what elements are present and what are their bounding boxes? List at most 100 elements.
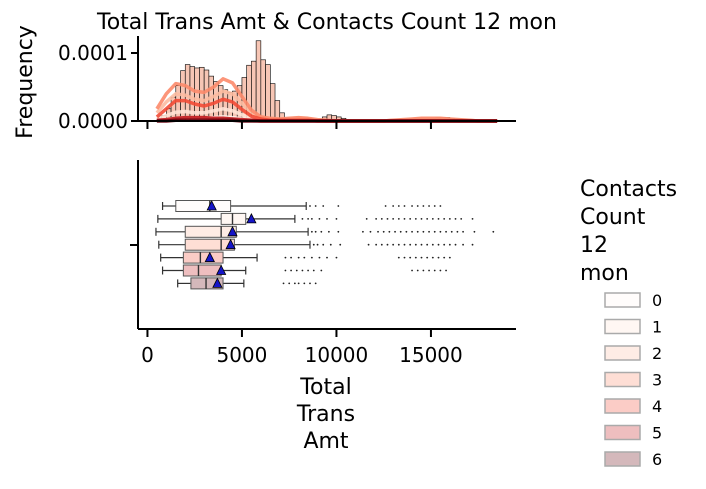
outlier-point bbox=[456, 230, 459, 233]
outlier-point bbox=[411, 269, 413, 272]
outlier-point bbox=[367, 243, 370, 246]
outlier-point bbox=[384, 205, 387, 207]
outlier-point bbox=[445, 269, 447, 272]
outlier-point bbox=[326, 256, 328, 259]
outlier-point bbox=[443, 256, 446, 259]
outlier-point bbox=[301, 269, 304, 272]
outlier-point bbox=[420, 243, 423, 246]
outlier-point bbox=[454, 243, 457, 246]
bottom-x-tick-label: 5000 bbox=[216, 343, 267, 367]
outlier-point bbox=[439, 230, 442, 233]
outlier-point bbox=[318, 218, 321, 220]
outlier-point bbox=[399, 230, 402, 233]
outlier-point bbox=[377, 230, 379, 233]
outlier-point bbox=[403, 256, 406, 259]
outlier-point bbox=[433, 205, 436, 207]
outlier-point bbox=[303, 256, 306, 259]
legend-label: 0 bbox=[652, 291, 662, 310]
mean-marker bbox=[227, 225, 238, 237]
histogram-bar bbox=[265, 64, 271, 122]
outlier-point bbox=[365, 218, 368, 220]
outlier-point bbox=[433, 269, 436, 272]
outlier-point bbox=[293, 282, 296, 285]
box-group-2 bbox=[155, 225, 495, 238]
x-axis-label: Total Trans Amt bbox=[296, 375, 355, 454]
legend-swatch bbox=[604, 371, 641, 388]
outlier-point bbox=[422, 230, 425, 233]
outlier-point bbox=[392, 205, 395, 207]
mean-marker bbox=[206, 200, 217, 211]
mean-marker bbox=[246, 213, 257, 224]
outlier-point bbox=[297, 256, 300, 259]
outlier-point bbox=[284, 269, 287, 272]
legend-swatch bbox=[604, 451, 641, 467]
outlier-point bbox=[322, 243, 325, 246]
outlier-point bbox=[443, 218, 446, 220]
outlier-point bbox=[420, 218, 423, 220]
outlier-point bbox=[403, 205, 406, 207]
outlier-point bbox=[335, 218, 338, 220]
legend-swatch bbox=[604, 345, 641, 361]
box-iqr bbox=[184, 238, 235, 251]
legend-label: 1 bbox=[652, 318, 662, 337]
outlier-point bbox=[445, 230, 447, 233]
outlier-point bbox=[397, 256, 400, 259]
outlier-point bbox=[394, 230, 396, 233]
histogram-bar bbox=[260, 59, 266, 122]
outlier-point bbox=[326, 218, 328, 220]
legend-item-6: 6 bbox=[604, 450, 662, 469]
legend-item-1: 1 bbox=[604, 318, 662, 337]
outlier-point bbox=[454, 218, 457, 220]
legend-item-5: 5 bbox=[604, 424, 662, 443]
histogram-bar bbox=[255, 40, 262, 122]
bottom-x-tick-label: 10000 bbox=[305, 343, 369, 367]
outlier-point bbox=[431, 256, 434, 259]
box-iqr bbox=[184, 225, 237, 238]
outlier-point bbox=[337, 230, 340, 233]
outlier-point bbox=[320, 269, 323, 272]
outlier-point bbox=[295, 269, 298, 272]
outlier-point bbox=[416, 269, 419, 272]
legend-swatch bbox=[604, 398, 641, 414]
legend-label: 3 bbox=[652, 371, 662, 390]
box-iqr bbox=[220, 212, 247, 225]
box-group-1 bbox=[157, 212, 474, 225]
outlier-point bbox=[284, 256, 287, 259]
outlier-point bbox=[448, 218, 451, 220]
outlier-point bbox=[380, 243, 383, 246]
outlier-point bbox=[428, 205, 430, 207]
legend-label: 6 bbox=[652, 450, 662, 469]
outlier-point bbox=[290, 269, 292, 272]
outlier-point bbox=[309, 282, 311, 285]
outlier-point bbox=[426, 256, 429, 259]
outlier-point bbox=[471, 218, 474, 220]
mean-marker bbox=[216, 264, 227, 275]
legend-swatch bbox=[604, 318, 641, 335]
outlier-point bbox=[439, 205, 442, 207]
outlier-point bbox=[282, 282, 285, 285]
box-iqr bbox=[190, 277, 224, 290]
outlier-point bbox=[437, 218, 440, 220]
y-axis-label: Frequency bbox=[13, 25, 38, 139]
legend: 0 1 2 3 4 5 6 bbox=[604, 291, 662, 469]
outlier-point bbox=[422, 269, 425, 272]
legend-title-line: Count bbox=[580, 205, 646, 230]
legend-swatch bbox=[604, 292, 641, 308]
outlier-point bbox=[310, 218, 313, 220]
outlier-point bbox=[386, 218, 389, 220]
outlier-point bbox=[471, 243, 474, 246]
outlier-point bbox=[307, 269, 309, 272]
legend-item-3: 3 bbox=[604, 371, 662, 390]
outlier-point bbox=[288, 282, 291, 285]
outlier-point bbox=[392, 243, 395, 246]
outlier-point bbox=[428, 269, 430, 272]
legend-title-line: 12 bbox=[580, 233, 608, 258]
outlier-point bbox=[462, 243, 464, 246]
box-iqr bbox=[182, 264, 222, 277]
box-iqr bbox=[175, 200, 232, 212]
bottom-x-tick-label: 0 bbox=[141, 343, 154, 367]
mean-marker bbox=[204, 251, 215, 263]
outlier-point bbox=[448, 256, 451, 259]
outlier-point bbox=[403, 243, 406, 246]
